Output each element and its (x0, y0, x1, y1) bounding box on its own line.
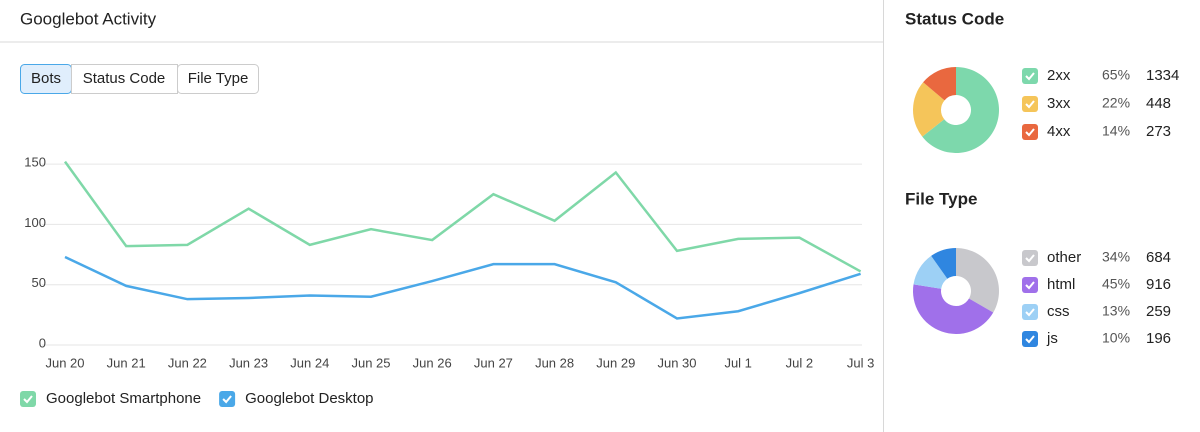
legend-label: Googlebot Smartphone (46, 390, 201, 407)
tab-status-code[interactable] (71, 64, 178, 94)
legend-checkbox[interactable] (219, 391, 236, 407)
legend-label: css (1047, 303, 1070, 320)
x-tick-label: Jun 23 (229, 355, 268, 370)
check-mark (1025, 100, 1035, 109)
count-label: 448 (1146, 95, 1171, 112)
pie-slice (922, 67, 1000, 153)
x-tick-label: Jun 25 (351, 355, 390, 370)
percent-label: 22% (1102, 95, 1130, 111)
count-label: 196 (1146, 330, 1171, 347)
tab-label[interactable]: Bots (31, 70, 61, 87)
y-tick-label: 50 (32, 275, 46, 290)
x-tick-label: Jun 29 (596, 355, 635, 370)
percent-label: 65% (1102, 67, 1130, 83)
check-mark (1025, 308, 1035, 317)
pie-slice (913, 82, 945, 137)
y-tick-label: 150 (24, 155, 46, 170)
legend-label: js (1046, 330, 1058, 347)
y-tick-label: 0 (39, 335, 46, 350)
pie-title: File Type (905, 189, 977, 208)
count-label: 259 (1146, 303, 1171, 320)
count-label: 1334 (1146, 67, 1179, 84)
percent-label: 13% (1102, 303, 1130, 319)
check-mark (1025, 128, 1035, 137)
x-tick-label: Jun 24 (290, 355, 329, 370)
legend-checkbox[interactable] (1022, 124, 1038, 140)
x-tick-label: Jun 27 (474, 355, 513, 370)
x-tick-label: Jun 21 (107, 355, 146, 370)
pie-title: Status Code (905, 9, 1004, 28)
percent-label: 34% (1102, 249, 1130, 265)
x-tick-label: Jun 28 (535, 355, 574, 370)
count-label: 916 (1146, 276, 1171, 293)
pie-slice (931, 248, 956, 279)
legend-label: Googlebot Desktop (245, 390, 373, 407)
check-mark (1025, 281, 1035, 290)
x-tick-label: Jul 3 (847, 355, 874, 370)
legend-checkbox[interactable] (1022, 68, 1038, 84)
legend-label: 3xx (1047, 95, 1071, 112)
pie-slice (913, 255, 948, 289)
check-mark (1025, 335, 1035, 344)
count-label: 273 (1146, 123, 1171, 140)
series-line (63, 160, 862, 273)
x-tick-label: Jul 2 (786, 355, 813, 370)
y-tick-label: 100 (24, 215, 46, 230)
x-tick-label: Jun 20 (45, 355, 84, 370)
check-mark (1025, 72, 1035, 81)
series-line (64, 255, 861, 320)
legend-checkbox[interactable] (1022, 277, 1038, 293)
tab-group: Bots Status Code File Type (20, 64, 259, 94)
legend-label: html (1047, 276, 1075, 293)
legend-checkbox[interactable] (1022, 331, 1038, 347)
percent-label: 14% (1102, 123, 1130, 139)
tab-file-type[interactable] (177, 64, 259, 94)
legend-checkbox[interactable] (1022, 96, 1038, 112)
x-tick-label: Jun 22 (168, 355, 207, 370)
tab-label[interactable]: File Type (188, 70, 249, 87)
check-mark (23, 395, 33, 404)
pie-slice (956, 248, 999, 313)
pie-slice (913, 284, 994, 334)
count-label: 684 (1146, 249, 1171, 266)
legend-checkbox[interactable] (1022, 304, 1038, 320)
percent-label: 45% (1102, 276, 1130, 292)
legend-label: 4xx (1047, 123, 1071, 140)
percent-label: 10% (1102, 330, 1130, 346)
x-tick-label: Jun 30 (657, 355, 696, 370)
legend-checkbox[interactable] (20, 391, 36, 407)
x-tick-label: Jun 26 (413, 355, 452, 370)
tab-label[interactable]: Status Code (83, 70, 166, 87)
legend-label: other (1047, 249, 1081, 266)
x-tick-label: Jul 1 (724, 355, 751, 370)
legend-label: 2xx (1047, 67, 1071, 84)
check-mark (222, 395, 232, 404)
pie-slice (923, 67, 956, 101)
panel-title: Googlebot Activity (20, 9, 157, 28)
check-mark (1025, 254, 1035, 263)
legend-checkbox[interactable] (1022, 250, 1038, 266)
